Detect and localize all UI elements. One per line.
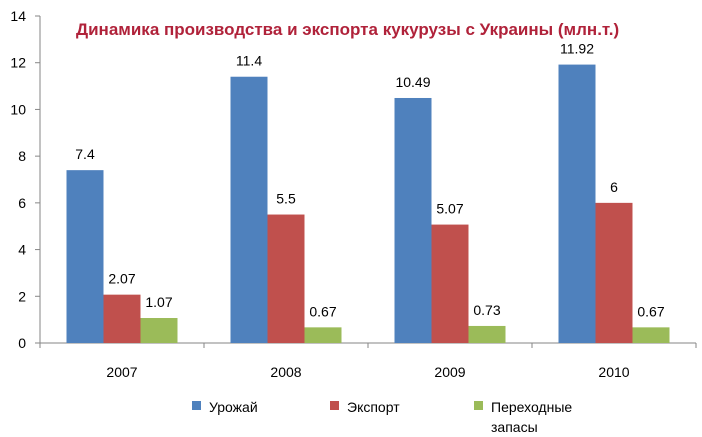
bar xyxy=(230,76,268,343)
bar xyxy=(394,97,432,343)
bar xyxy=(140,318,178,343)
bar xyxy=(431,224,469,343)
legend-item-harvest: Урожай xyxy=(192,397,258,417)
data-label: 5.07 xyxy=(436,201,463,217)
legend-swatch-harvest xyxy=(192,401,201,410)
bar xyxy=(632,327,670,343)
x-tick-label: 2007 xyxy=(106,364,137,380)
data-label: 5.5 xyxy=(276,191,296,207)
legend-label-export: Экспорт xyxy=(347,399,400,415)
legend-swatch-carryover xyxy=(474,401,483,410)
bar xyxy=(595,202,633,343)
bar xyxy=(304,327,342,343)
bar xyxy=(66,170,104,343)
y-tick-label: 12 xyxy=(10,55,26,71)
data-label: 0.73 xyxy=(473,302,500,318)
data-label: 7.4 xyxy=(75,146,95,162)
bar xyxy=(103,294,141,343)
legend-item-carryover: Переходные запасы xyxy=(474,397,601,437)
data-label: 10.49 xyxy=(395,74,430,90)
bar xyxy=(468,325,506,343)
legend-swatch-export xyxy=(330,401,339,410)
y-tick-label: 10 xyxy=(10,101,26,117)
bar xyxy=(267,214,305,343)
data-label: 1.07 xyxy=(145,294,172,310)
chart-title: Динамика производства и экспорта кукуруз… xyxy=(76,20,620,39)
y-tick-label: 2 xyxy=(18,288,26,304)
x-tick-label: 2010 xyxy=(598,364,629,380)
legend-item-export: Экспорт xyxy=(330,397,400,417)
y-tick-label: 14 xyxy=(10,8,26,24)
y-tick-label: 4 xyxy=(18,242,26,258)
data-label: 0.67 xyxy=(637,303,664,319)
legend-label-harvest: Урожай xyxy=(209,399,258,415)
data-label: 11.4 xyxy=(236,53,262,69)
data-label: 11.92 xyxy=(560,41,594,57)
y-tick-label: 0 xyxy=(18,335,26,351)
x-tick-label: 2008 xyxy=(270,364,301,380)
legend-label-carryover: Переходные запасы xyxy=(491,399,573,435)
data-label: 6 xyxy=(610,179,618,195)
data-label: 0.67 xyxy=(309,303,336,319)
bar xyxy=(558,64,596,343)
legend: Урожай Экспорт Переходные запасы xyxy=(0,397,702,437)
data-label: 2.07 xyxy=(108,271,135,287)
x-tick-label: 2009 xyxy=(434,364,465,380)
y-tick-label: 6 xyxy=(18,195,26,211)
y-tick-label: 8 xyxy=(18,148,26,164)
